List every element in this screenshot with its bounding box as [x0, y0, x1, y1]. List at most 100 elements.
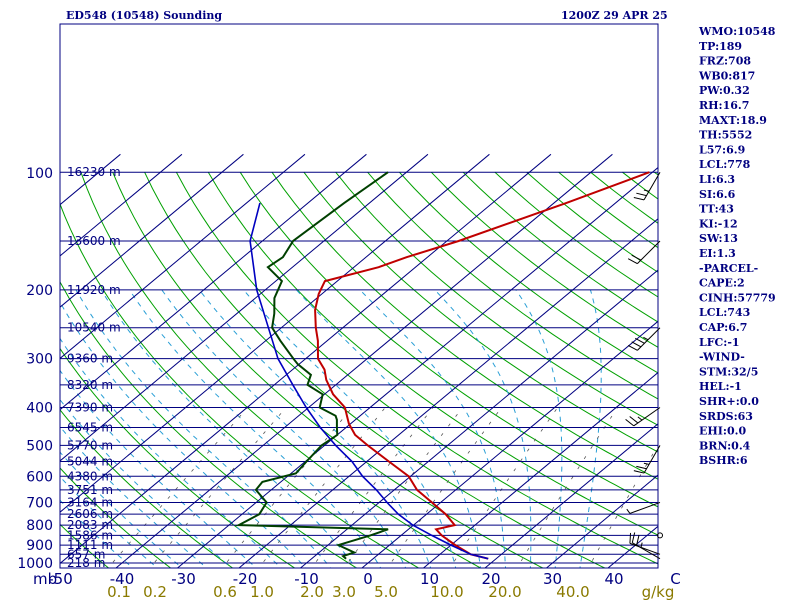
- calm-wind-marker: [657, 532, 663, 539]
- height-label: 3164 m: [67, 495, 113, 509]
- barb-flag: [631, 341, 642, 348]
- barb-shaft: [629, 542, 661, 555]
- barb-flag: [627, 258, 638, 265]
- dry-adiabat: [60, 347, 296, 568]
- pressure-tick-label: 200: [26, 283, 53, 299]
- moist-adiabat: [60, 369, 257, 568]
- moist-adiabat: [359, 289, 506, 568]
- stability-index: LCL:778: [699, 158, 751, 171]
- stability-index: PW:0.32: [699, 84, 750, 97]
- height-label: 10540 m: [67, 321, 121, 335]
- barb-flag: [633, 197, 645, 201]
- stability-index: CINH:57779: [699, 291, 776, 304]
- stability-index: KI:-12: [699, 217, 738, 230]
- height-label: 1111 m: [67, 538, 113, 552]
- pressure-tick-label: 700: [26, 495, 53, 511]
- stability-index: LFC:-1: [699, 336, 740, 349]
- plot-background: [60, 24, 658, 568]
- barb-flag: [629, 532, 632, 544]
- temperature-tick-label: -20: [233, 570, 258, 588]
- mixing-ratio-label: g/kg: [642, 583, 675, 600]
- moist-adiabat: [100, 289, 357, 568]
- mixing-ratio-label: 0.6: [213, 583, 237, 600]
- stability-index: SW:13: [699, 232, 738, 245]
- height-label: 2606 m: [67, 507, 113, 521]
- plot-area: [60, 24, 658, 568]
- moist-adiabat: [128, 289, 382, 568]
- dry-adiabat: [239, 171, 658, 508]
- moist-adiabat: [60, 425, 208, 568]
- pressure-tick-label: 1000: [17, 556, 53, 572]
- dry-adiabat: [367, 171, 658, 400]
- mixing-ratio-label: 0.1: [107, 583, 131, 600]
- stability-index: TT:43: [699, 203, 734, 216]
- stability-index: SRDS:63: [699, 410, 753, 423]
- dry-adiabat: [60, 202, 420, 568]
- height-label: 7390 m: [67, 400, 113, 414]
- moist-adiabat: [243, 289, 457, 568]
- grid-lines: [60, 153, 800, 571]
- barb-flag: [636, 534, 640, 546]
- wind-barbs: [625, 171, 663, 560]
- dry-adiabat: [60, 523, 110, 568]
- barb-flag: [625, 418, 635, 427]
- station-title: ED548 (10548) Sounding: [66, 9, 222, 22]
- y-axis-unit: mb: [33, 570, 57, 588]
- dry-adiabat: [80, 172, 482, 568]
- temperature-line: [314, 171, 650, 560]
- height-label: 5770 m: [67, 438, 113, 452]
- pressure-tick-label: 100: [26, 166, 53, 182]
- dry-adiabat: [144, 171, 606, 568]
- dry-adiabat: [60, 280, 358, 568]
- dry-adiabat: [60, 409, 234, 568]
- mixing-ratio-label: 20.0: [488, 583, 521, 600]
- moist-adiabat: [198, 289, 432, 568]
- wind-barb: [627, 240, 661, 265]
- moist-adiabat: [515, 289, 563, 568]
- stability-index: -WIND-: [699, 351, 745, 364]
- parcel-line: [249, 202, 489, 560]
- isotherm: [60, 153, 429, 462]
- stability-index: SHR+:0.0: [699, 395, 759, 408]
- moist-adiabat: [60, 451, 183, 568]
- height-label: 657 m: [67, 547, 105, 561]
- temperature-tick-label: -30: [171, 570, 196, 588]
- dry-adiabat: [782, 172, 800, 571]
- stability-index: CAPE:2: [699, 277, 745, 290]
- pressure-tick-label: 800: [26, 518, 53, 534]
- temperature-tick-label: -50: [48, 570, 73, 588]
- pressure-tick-label: 900: [26, 538, 53, 554]
- stability-index: BSHR:6: [699, 454, 748, 467]
- pressure-tick-label: 500: [26, 438, 53, 454]
- mixing-ratio-label: 2.0: [300, 583, 324, 600]
- barb-flag: [636, 465, 647, 470]
- stability-index: LI:6.3: [699, 173, 735, 186]
- pressure-tick-label: 300: [26, 352, 53, 368]
- wind-barb: [629, 532, 661, 555]
- height-label: 9360 m: [67, 352, 113, 366]
- isotherm: [176, 166, 658, 568]
- axes: [59, 23, 659, 569]
- wind-barb: [627, 327, 661, 351]
- mixing-ratio-label: 5.0: [374, 583, 398, 600]
- isotherm: [361, 320, 658, 568]
- sounding-time: 1200Z 29 APR 25: [561, 9, 668, 22]
- sounding-profiles: [234, 171, 650, 560]
- barb-half-flag: [643, 189, 650, 192]
- barb-shaft: [643, 171, 661, 201]
- isotherm: [422, 371, 658, 568]
- height-label: 6545 m: [67, 420, 113, 434]
- moist-adiabat: [60, 398, 233, 568]
- mixing-ratio-label: 10.0: [430, 583, 463, 600]
- isotherm: [60, 153, 490, 513]
- barb-shaft: [633, 407, 661, 427]
- moist-adiabat: [434, 289, 532, 568]
- dry-adiabat: [430, 171, 658, 348]
- stability-index: WMO:10548: [698, 25, 776, 38]
- isotherm: [545, 474, 658, 568]
- isotherm: [115, 153, 613, 568]
- barb-flag: [635, 337, 645, 344]
- height-label: 3751 m: [67, 483, 113, 497]
